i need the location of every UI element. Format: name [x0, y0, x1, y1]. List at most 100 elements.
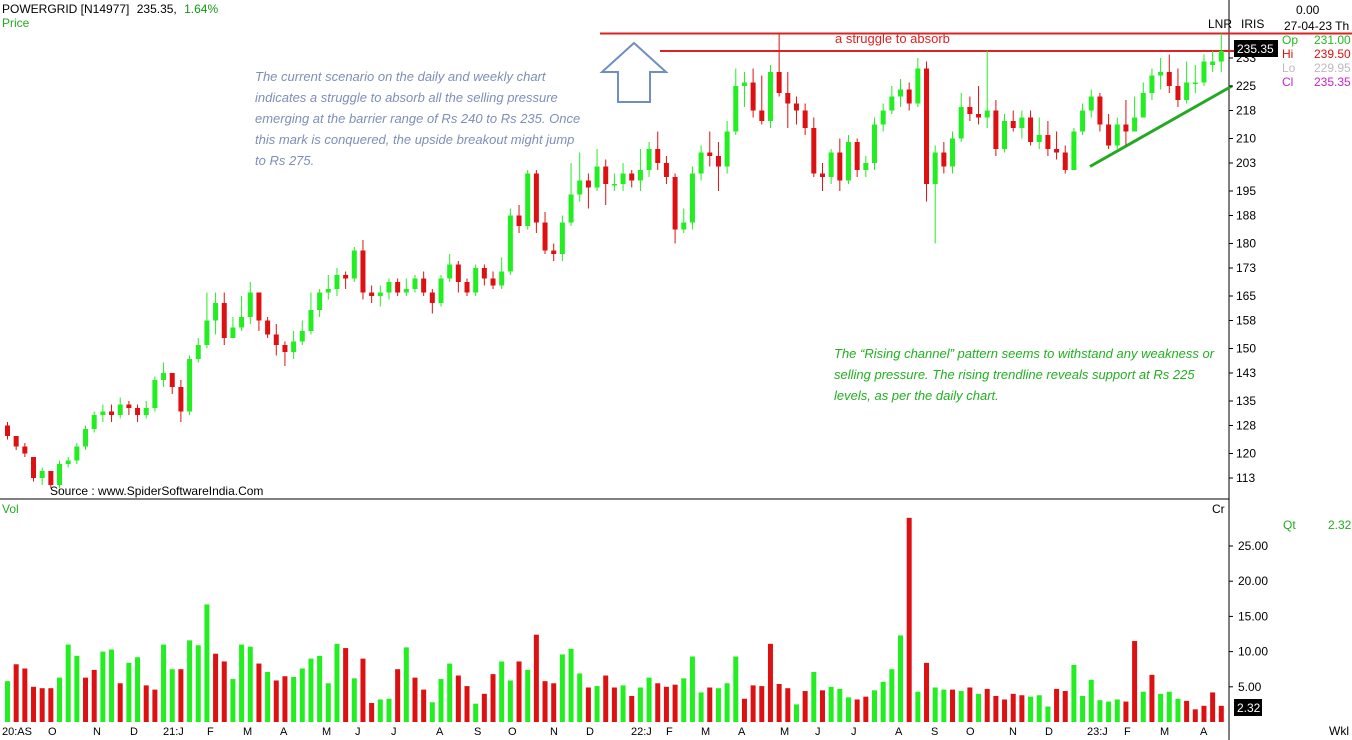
candle-body [187, 359, 193, 412]
candle-body [863, 163, 869, 170]
time-axis: 20:AS O N D 21:J F M A M J J A S O N D 22:J F M A M J J A S O N D 23… [2, 726, 1208, 738]
volume-bar [629, 695, 635, 722]
candle-body [585, 180, 591, 188]
candle-body [681, 222, 687, 230]
volume-bar [1132, 641, 1138, 722]
volume-bar [57, 677, 63, 722]
volume-bar [733, 656, 739, 722]
volume-bar [126, 662, 132, 722]
volume-bar [325, 683, 331, 722]
time-tick-label: F [1124, 726, 1131, 738]
candle-body [793, 103, 799, 111]
candle-body [629, 173, 635, 181]
volume-bar [265, 672, 271, 722]
candle-body [1166, 72, 1172, 86]
candle-body [594, 166, 600, 188]
candle-body [143, 408, 149, 415]
price-tick-label: 210 [1236, 132, 1256, 146]
high-label: Hi [1282, 47, 1294, 61]
volume-bar [1175, 698, 1181, 722]
volume-bar [889, 669, 895, 722]
time-tick-label: D [130, 726, 138, 738]
candle-body [715, 156, 721, 167]
volume-bar [178, 669, 184, 722]
support-trendline [1089, 84, 1233, 168]
volume-bar [585, 687, 591, 722]
volume-bar [386, 698, 392, 722]
candle-body [1210, 61, 1216, 65]
volume-bar [360, 658, 366, 722]
volume-bar [993, 695, 999, 722]
volume-bar [845, 697, 851, 722]
volume-bar [559, 654, 565, 722]
volume-bar [490, 674, 496, 722]
volume-bar [603, 675, 609, 722]
candle-body [221, 303, 227, 338]
candle-body [750, 82, 756, 111]
volume-bar [1218, 705, 1224, 722]
time-tick-label: M [1160, 726, 1169, 738]
volume-bar [421, 689, 427, 722]
time-tick-label: N [93, 726, 101, 738]
candle-body [568, 194, 574, 223]
candle-body [967, 107, 973, 114]
candle-body [429, 292, 435, 303]
volume-bar [1184, 700, 1190, 722]
volume-bar [143, 685, 149, 722]
candle-body [889, 96, 895, 111]
volume-bar [438, 679, 444, 722]
time-tick-label: N [550, 726, 558, 738]
candle-body [1019, 117, 1025, 128]
price-badge-bg [1234, 40, 1278, 57]
volume-bar [282, 676, 288, 722]
time-tick-label: A [738, 726, 746, 738]
candle-body [1201, 61, 1207, 83]
volume-bar [1080, 695, 1086, 722]
price-tick-label: 113 [1236, 471, 1255, 485]
volume-bar [880, 681, 886, 722]
volume-bar [464, 686, 470, 722]
price-tick-label: 135 [1236, 394, 1256, 408]
volume-bar [681, 678, 687, 722]
time-tick-label: O [508, 726, 517, 738]
candle-body [1054, 149, 1060, 153]
price-panel-label: Price [2, 16, 30, 30]
volume-bar [516, 661, 522, 722]
candle-body [932, 152, 938, 184]
candle-body [1132, 117, 1138, 132]
candle-body [837, 152, 843, 181]
volume-bar [291, 676, 297, 722]
ohlc-readout: Op 231.00 Hi 239.50 Lo 229.95 Cl 235.35 [1282, 33, 1351, 89]
candle-body [395, 282, 401, 293]
volume-bar [785, 688, 791, 722]
candle-body [507, 215, 513, 272]
candle-body [230, 327, 236, 338]
volume-panel-label: Vol [2, 502, 19, 516]
volume-bar [499, 661, 505, 722]
open-label: Op [1282, 33, 1299, 47]
close-label: Cl [1282, 75, 1294, 89]
volume-axis: 5.00 10.00 15.00 20.00 25.00 [1229, 539, 1268, 694]
volume-bar [1201, 705, 1207, 722]
volume-bar [1149, 674, 1155, 722]
volume-bar [715, 688, 721, 722]
candle-body [1036, 135, 1042, 142]
price-tick-label: 165 [1236, 289, 1256, 303]
volume-bar [317, 655, 323, 722]
time-tick-label: A [895, 726, 903, 738]
volume-bar [1062, 691, 1068, 722]
candle-body [499, 271, 505, 286]
volume-bar [958, 691, 964, 722]
candle-body [161, 373, 167, 380]
barrier-label: a struggle to absorb [835, 31, 950, 46]
volume-bar [195, 645, 201, 722]
volume-bar [1210, 692, 1216, 722]
price-tick-label: 203 [1236, 156, 1256, 170]
candle-body [256, 292, 262, 321]
candle-body [1028, 117, 1034, 142]
candle-body [698, 152, 704, 174]
time-tick-label: S [474, 726, 481, 738]
header-bar: POWERGRID [N14977] 235.35, 1.64% [2, 2, 218, 16]
time-tick-label: D [1045, 726, 1053, 738]
high-value: 239.50 [1314, 47, 1351, 61]
